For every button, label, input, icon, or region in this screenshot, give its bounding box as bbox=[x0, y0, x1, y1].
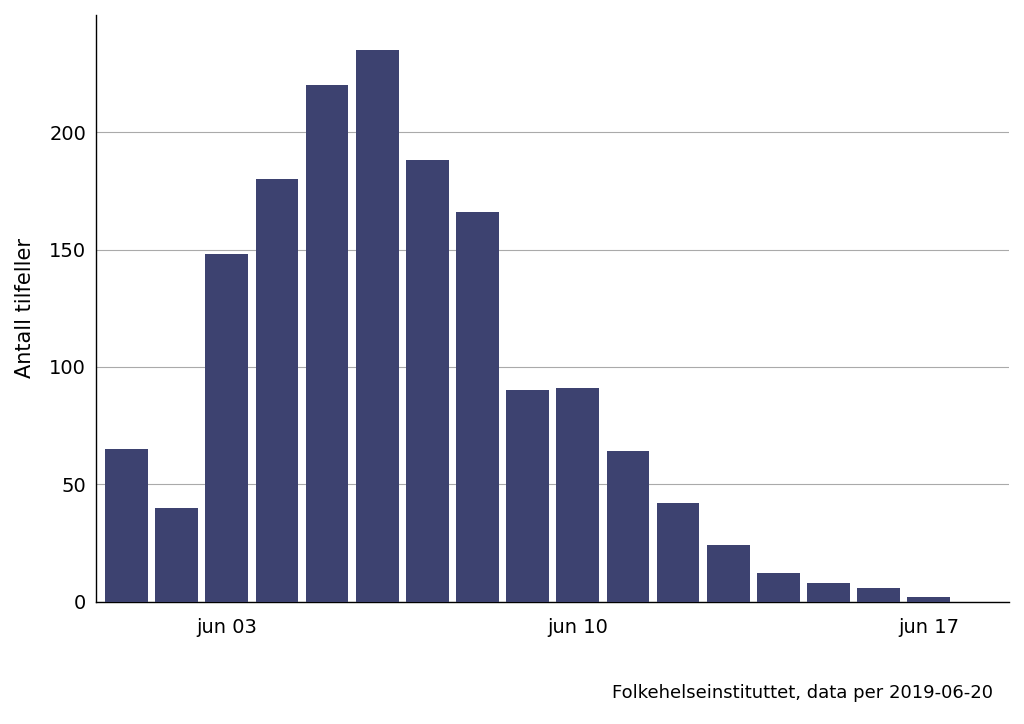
Bar bbox=[656, 503, 699, 602]
Bar bbox=[306, 85, 348, 602]
Bar bbox=[757, 573, 800, 602]
Bar bbox=[857, 588, 900, 602]
Bar bbox=[407, 161, 449, 602]
Bar bbox=[807, 583, 850, 602]
Bar bbox=[156, 508, 198, 602]
Bar bbox=[506, 390, 549, 602]
Bar bbox=[556, 388, 599, 602]
Bar bbox=[256, 180, 298, 602]
Bar bbox=[457, 212, 499, 602]
Bar bbox=[206, 254, 248, 602]
Bar bbox=[907, 597, 950, 602]
Bar bbox=[105, 449, 147, 602]
Text: Folkehelseinstituttet, data per 2019-06-20: Folkehelseinstituttet, data per 2019-06-… bbox=[612, 684, 993, 702]
Bar bbox=[707, 545, 750, 602]
Bar bbox=[606, 452, 649, 602]
Y-axis label: Antall tilfeller: Antall tilfeller bbox=[15, 238, 35, 379]
Bar bbox=[356, 50, 398, 602]
